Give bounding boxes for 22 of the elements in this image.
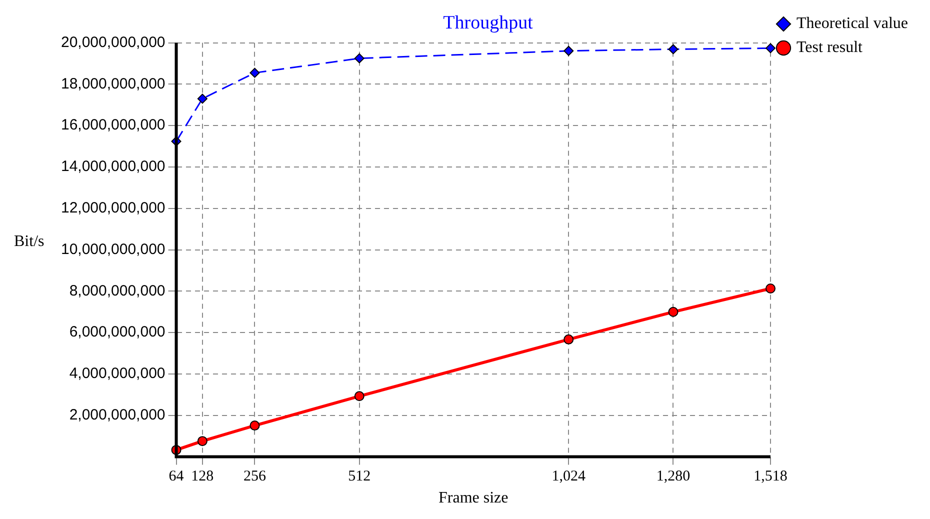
- x-tick-label: 256: [243, 468, 266, 485]
- y-tick-label: 20,000,000,000: [60, 34, 166, 51]
- y-tick-label: 4,000,000,000: [69, 365, 166, 382]
- x-axis-title: Frame size: [438, 490, 508, 507]
- x-tick-label: 64: [168, 468, 184, 485]
- y-tick-label: 12,000,000,000: [60, 200, 166, 217]
- x-tick-label: 512: [348, 468, 371, 485]
- x-tick-label: 1,280: [656, 468, 690, 485]
- y-tick-label: 18,000,000,000: [60, 75, 166, 92]
- y-axis-title: Bit/s: [14, 233, 44, 250]
- legend-label: Test result: [796, 39, 864, 56]
- chart-title: Throughput: [443, 12, 534, 34]
- y-tick-label: 14,000,000,000: [60, 158, 166, 176]
- y-tick-label: 10,000,000,000: [60, 240, 166, 258]
- y-tick-label: 6,000,000,000: [69, 324, 166, 341]
- y-tick-label: 8,000,000,000: [69, 282, 166, 300]
- x-tick-label: 1,024: [552, 468, 586, 485]
- y-tick-label: 16,000,000,000: [60, 116, 166, 134]
- x-tick-label: 1,518: [754, 468, 788, 485]
- x-tick-label: 128: [191, 468, 214, 485]
- legend-label: Theoretical value: [796, 15, 908, 32]
- y-tick-label: 2,000,000,000: [69, 406, 166, 424]
